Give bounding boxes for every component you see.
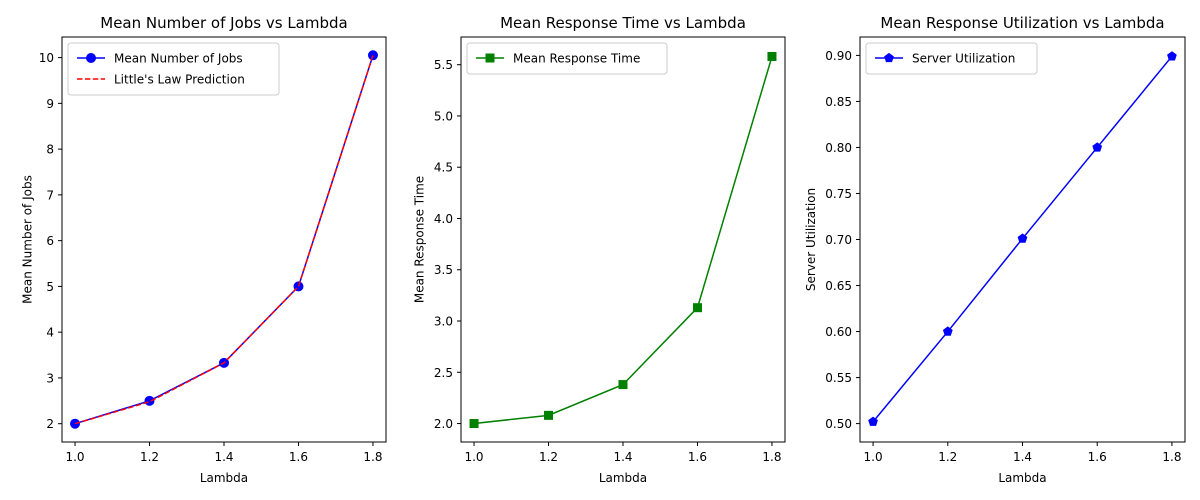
data-point (942, 326, 953, 336)
data-point (1167, 51, 1177, 61)
y-tick-label: 9 (46, 97, 54, 111)
y-tick-label: 0.75 (825, 187, 852, 201)
data-point (692, 303, 702, 313)
chart-title: Mean Number of Jobs vs Lambda (100, 14, 347, 32)
x-tick-label: 1.6 (289, 450, 308, 464)
legend-marker (485, 53, 495, 63)
y-tick-label: 3.0 (434, 315, 453, 329)
data-point (1092, 142, 1103, 152)
data-point (544, 410, 554, 420)
y-tick-label: 3.5 (434, 263, 453, 277)
y-tick-label: 0.70 (825, 233, 852, 247)
chart-title: Mean Response Time vs Lambda (500, 14, 746, 32)
series-line (473, 56, 773, 425)
plot-frame (859, 36, 1186, 443)
y-tick-label: 0.60 (825, 325, 852, 339)
y-tick-label: 4.5 (434, 161, 453, 175)
data-point (1017, 233, 1028, 243)
legend-marker (86, 53, 96, 63)
data-point (868, 416, 878, 426)
series-line (74, 55, 374, 425)
legend-label: Server Utilization (912, 52, 1015, 66)
y-tick-label: 5.0 (434, 109, 453, 123)
y-tick-label: 0.55 (825, 371, 852, 385)
y-tick-label: 3 (46, 371, 54, 385)
legend: Mean Number of Jobs Little's Law Predicti… (67, 42, 280, 96)
x-tick-label: 1.2 (140, 450, 159, 464)
x-tick-label: 1.8 (363, 450, 382, 464)
data-point (767, 51, 777, 61)
legend: Server Utilization (865, 42, 1038, 75)
legend-box (865, 42, 1038, 75)
data-point (469, 419, 479, 429)
legend: Mean Response Time (466, 42, 668, 75)
y-tick-label: 4 (46, 326, 54, 340)
x-tick-label: 1.8 (762, 450, 781, 464)
legend-marker (884, 52, 894, 63)
x-tick-label: 1.0 (464, 450, 483, 464)
y-tick-label: 4.0 (434, 212, 453, 226)
plot-frame (61, 36, 387, 443)
y-tick-label: 0.65 (825, 279, 852, 293)
y-tick-label: 0.80 (825, 141, 852, 155)
legend-label: Little's Law Prediction (114, 73, 245, 87)
legend-label: Mean Number of Jobs (114, 52, 243, 66)
x-tick-label: 1.8 (1162, 450, 1181, 464)
y-tick-label: 2.5 (434, 366, 453, 380)
y-tick-label: 5 (46, 280, 54, 294)
y-tick-label: 2 (46, 417, 54, 431)
x-axis-label: Lambda (998, 471, 1046, 485)
y-tick-label: 0.50 (825, 417, 852, 431)
series-2 (74, 55, 374, 425)
x-tick-label: 1.4 (613, 450, 632, 464)
data-point (618, 380, 628, 390)
series-1 (868, 51, 1177, 426)
y-tick-label: 7 (46, 188, 54, 202)
plot-frame (460, 36, 786, 443)
x-tick-label: 1.0 (864, 450, 883, 464)
y-tick-label: 2.0 (434, 417, 453, 431)
x-tick-label: 1.2 (938, 450, 957, 464)
legend-box (466, 42, 668, 75)
x-tick-label: 1.4 (1013, 450, 1032, 464)
x-tick-label: 1.6 (688, 450, 707, 464)
y-tick-label: 10 (39, 51, 54, 65)
x-axis-label: Lambda (599, 471, 647, 485)
data-point (367, 50, 378, 61)
y-tick-label: 6 (46, 234, 54, 248)
series-line (74, 55, 374, 425)
x-tick-label: 1.2 (539, 450, 558, 464)
y-tick-label: 0.90 (825, 49, 852, 63)
chart-title: Mean Response Utilization vs Lambda (880, 14, 1164, 32)
y-tick-label: 5.5 (434, 58, 453, 72)
subplot-1: Mean Number of Jobs vs Lambda 1.0 1.2 1.4 1.… (21, 14, 387, 485)
y-axis-label: Mean Number of Jobs (21, 175, 35, 304)
x-axis-label: Lambda (200, 471, 248, 485)
x-tick-label: 1.0 (65, 450, 84, 464)
x-tick-label: 1.4 (214, 450, 233, 464)
series-1 (469, 51, 777, 429)
subplot-3: Mean Response Utilization vs Lambda 1.0 1.… (804, 14, 1186, 485)
series-1 (70, 50, 378, 429)
y-axis-label: Mean Response Time (412, 176, 426, 303)
legend-label: Mean Response Time (513, 52, 640, 66)
legend-box (67, 42, 280, 96)
y-tick-label: 8 (46, 143, 54, 157)
x-tick-label: 1.6 (1088, 450, 1107, 464)
y-tick-label: 0.85 (825, 95, 852, 109)
subplot-2: Mean Response Time vs Lambda 1.0 1.2 1.4 1.6… (412, 14, 786, 485)
y-axis-label: Server Utilization (804, 188, 818, 291)
